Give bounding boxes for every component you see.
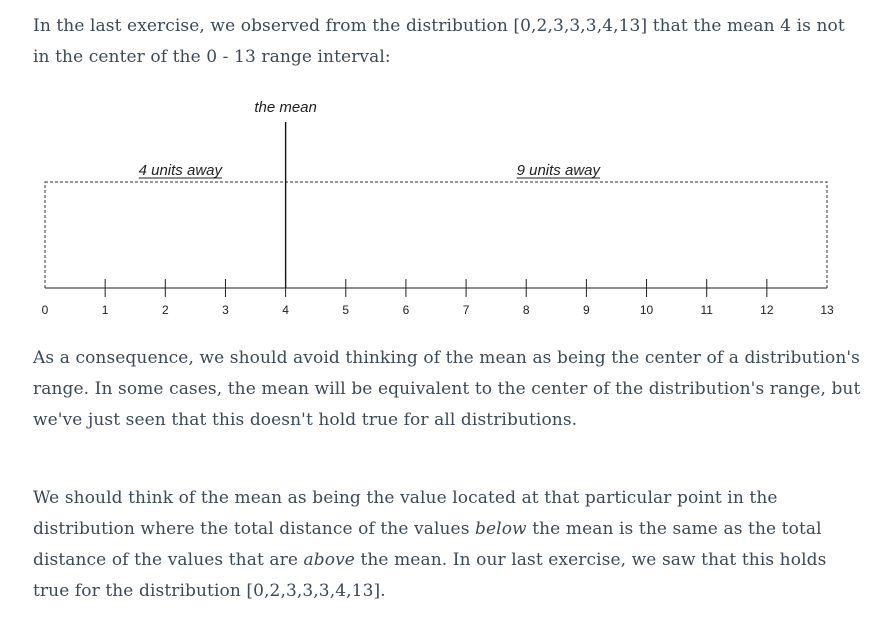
consequence-paragraph: As a consequence, we should avoid thinki…: [33, 343, 863, 436]
intro-text: In the last exercise, we observed from t…: [33, 16, 845, 67]
mean-label: the mean: [254, 99, 317, 116]
below-emphasis: below: [475, 519, 527, 539]
tick-label: 7: [463, 303, 470, 317]
think-text-3: the mean. In our last exercise, we saw t…: [33, 550, 827, 601]
tick-label: 10: [640, 303, 654, 317]
tick-label: 6: [403, 303, 410, 317]
tick-label: 12: [760, 303, 774, 317]
consequence-text: As a consequence, we should avoid thinki…: [33, 348, 861, 430]
range-box: [44, 181, 828, 289]
tick-label: 4: [282, 303, 289, 317]
tick-label: 2: [162, 303, 169, 317]
above-emphasis: above: [303, 550, 355, 570]
right-distance-label: 9 units away: [517, 162, 602, 179]
tick-label: 9: [583, 303, 590, 317]
mean-definition-paragraph: We should think of the mean as being the…: [33, 483, 863, 607]
tick-marks: 0 1 2 3 4 5 6 7 8 9 10 11 12 13: [42, 279, 834, 317]
tick-label: 5: [342, 303, 349, 317]
tick-label: 13: [820, 303, 834, 317]
left-distance-label: 4 units away: [139, 162, 224, 179]
tick-label: 8: [523, 303, 530, 317]
tick-label: 3: [222, 303, 229, 317]
tick-label: 11: [700, 303, 713, 317]
tick-label: 0: [42, 303, 49, 317]
think-text-2: the mean is the same as the total distan…: [33, 519, 822, 570]
think-text-1: We should think of the mean as being the…: [33, 488, 778, 539]
tick-label: 1: [102, 303, 109, 317]
intro-paragraph: In the last exercise, we observed from t…: [33, 11, 863, 73]
